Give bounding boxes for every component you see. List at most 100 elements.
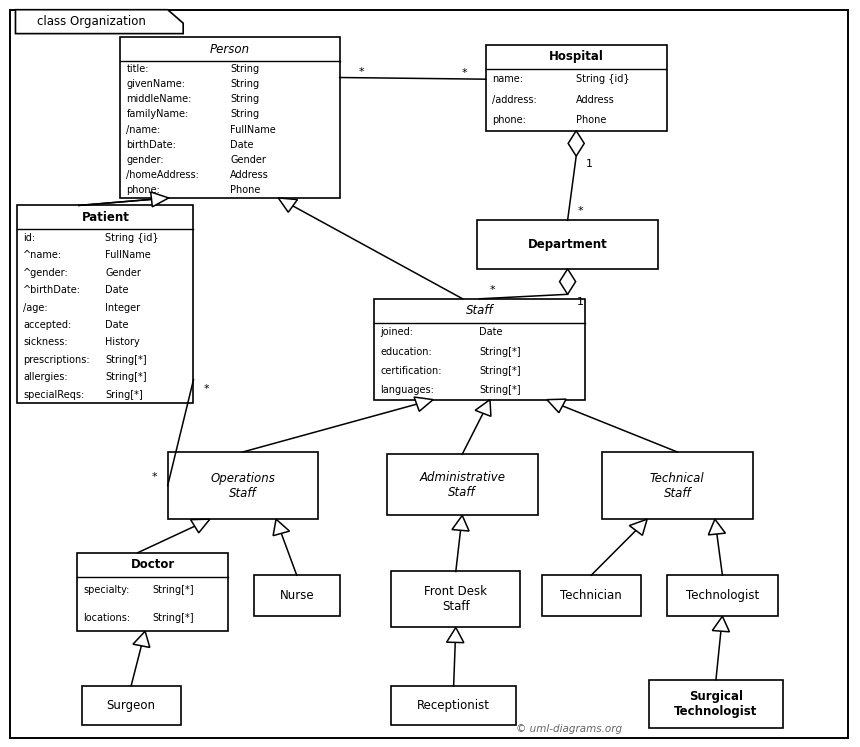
Bar [391, 571, 520, 627]
Bar [374, 299, 585, 400]
Text: id:: id: [23, 233, 35, 243]
Text: Sring[*]: Sring[*] [105, 390, 143, 400]
Polygon shape [446, 627, 464, 642]
Text: prescriptions:: prescriptions: [23, 355, 89, 365]
Text: ^birthDate:: ^birthDate: [23, 285, 81, 295]
Text: certification:: certification: [380, 366, 442, 376]
Text: *: * [462, 68, 467, 78]
Text: specialReqs:: specialReqs: [23, 390, 84, 400]
Text: Person: Person [210, 43, 250, 56]
Polygon shape [476, 400, 491, 416]
Polygon shape [712, 616, 729, 632]
Polygon shape [547, 399, 566, 412]
Text: *: * [578, 206, 583, 217]
Text: Technologist: Technologist [685, 589, 759, 602]
Text: Integer: Integer [105, 303, 140, 313]
Text: 1: 1 [577, 297, 584, 307]
Text: allergies:: allergies: [23, 372, 68, 382]
Text: /age:: /age: [23, 303, 48, 313]
Bar [477, 220, 658, 269]
Text: /address:: /address: [492, 95, 537, 105]
Polygon shape [15, 10, 183, 34]
Text: gender:: gender: [126, 155, 164, 165]
Bar [82, 686, 181, 725]
Text: ^name:: ^name: [23, 250, 62, 261]
Text: Date: Date [105, 285, 129, 295]
Text: Department: Department [528, 238, 607, 251]
Text: FullName: FullName [105, 250, 151, 261]
Bar [649, 680, 783, 728]
Text: phone:: phone: [492, 115, 525, 125]
Text: Administrative
Staff: Administrative Staff [420, 471, 506, 499]
Bar [542, 575, 641, 616]
Text: Date: Date [230, 140, 254, 150]
Text: Operations
Staff: Operations Staff [211, 471, 275, 500]
Polygon shape [568, 131, 584, 156]
Text: Staff: Staff [465, 304, 494, 317]
Text: String: String [230, 79, 259, 89]
Polygon shape [452, 515, 469, 531]
Text: Phone: Phone [576, 115, 606, 125]
Bar [17, 205, 194, 403]
Text: ^gender:: ^gender: [23, 268, 69, 278]
Polygon shape [150, 192, 169, 207]
Text: Surgical
Technologist: Surgical Technologist [674, 690, 758, 718]
Text: familyName:: familyName: [126, 109, 188, 120]
Text: title:: title: [126, 63, 149, 74]
Text: *: * [152, 471, 157, 482]
Polygon shape [630, 519, 647, 536]
Bar [254, 575, 340, 616]
Text: education:: education: [380, 347, 432, 356]
Polygon shape [709, 519, 726, 535]
Text: String[*]: String[*] [105, 372, 147, 382]
Text: Patient: Patient [82, 211, 129, 224]
Text: Address: Address [230, 170, 269, 180]
Polygon shape [415, 397, 433, 412]
Bar [77, 553, 228, 631]
Text: sickness:: sickness: [23, 338, 68, 347]
Text: *: * [204, 384, 209, 394]
Text: String {id}: String {id} [105, 233, 159, 243]
Text: class Organization: class Organization [36, 15, 145, 28]
Text: languages:: languages: [380, 385, 434, 395]
Text: givenName:: givenName: [126, 79, 186, 89]
Polygon shape [133, 631, 150, 648]
Text: phone:: phone: [126, 185, 160, 196]
Text: String[*]: String[*] [480, 385, 521, 395]
Text: String[*]: String[*] [153, 586, 194, 595]
Text: String[*]: String[*] [480, 366, 521, 376]
Text: FullName: FullName [230, 125, 276, 134]
Text: Doctor: Doctor [131, 558, 175, 571]
Text: Technician: Technician [561, 589, 622, 602]
Text: 1: 1 [586, 158, 593, 169]
Text: Nurse: Nurse [280, 589, 314, 602]
Text: Front Desk
Staff: Front Desk Staff [424, 586, 488, 613]
Bar [602, 452, 752, 519]
Text: String[*]: String[*] [480, 347, 521, 356]
Text: middleName:: middleName: [126, 94, 192, 105]
Text: String {id}: String {id} [576, 74, 630, 84]
Text: String[*]: String[*] [105, 355, 147, 365]
Text: Address: Address [576, 95, 615, 105]
Text: Date: Date [480, 327, 503, 338]
Text: name:: name: [492, 74, 523, 84]
Text: Phone: Phone [230, 185, 261, 196]
Polygon shape [273, 519, 290, 536]
Text: birthDate:: birthDate: [126, 140, 176, 150]
Text: Technical
Staff: Technical Staff [650, 471, 704, 500]
Text: locations:: locations: [83, 613, 131, 622]
Polygon shape [279, 198, 298, 212]
Bar [486, 45, 666, 131]
Polygon shape [191, 519, 210, 533]
Text: specialty:: specialty: [83, 586, 130, 595]
Text: © uml-diagrams.org: © uml-diagrams.org [516, 724, 622, 734]
Text: /homeAddress:: /homeAddress: [126, 170, 200, 180]
Bar [387, 454, 538, 515]
Text: Gender: Gender [105, 268, 141, 278]
Text: String[*]: String[*] [153, 613, 194, 622]
Text: Gender: Gender [230, 155, 266, 165]
Bar [666, 575, 778, 616]
Text: Surgeon: Surgeon [107, 698, 156, 712]
Text: Date: Date [105, 320, 129, 330]
Text: joined:: joined: [380, 327, 413, 338]
